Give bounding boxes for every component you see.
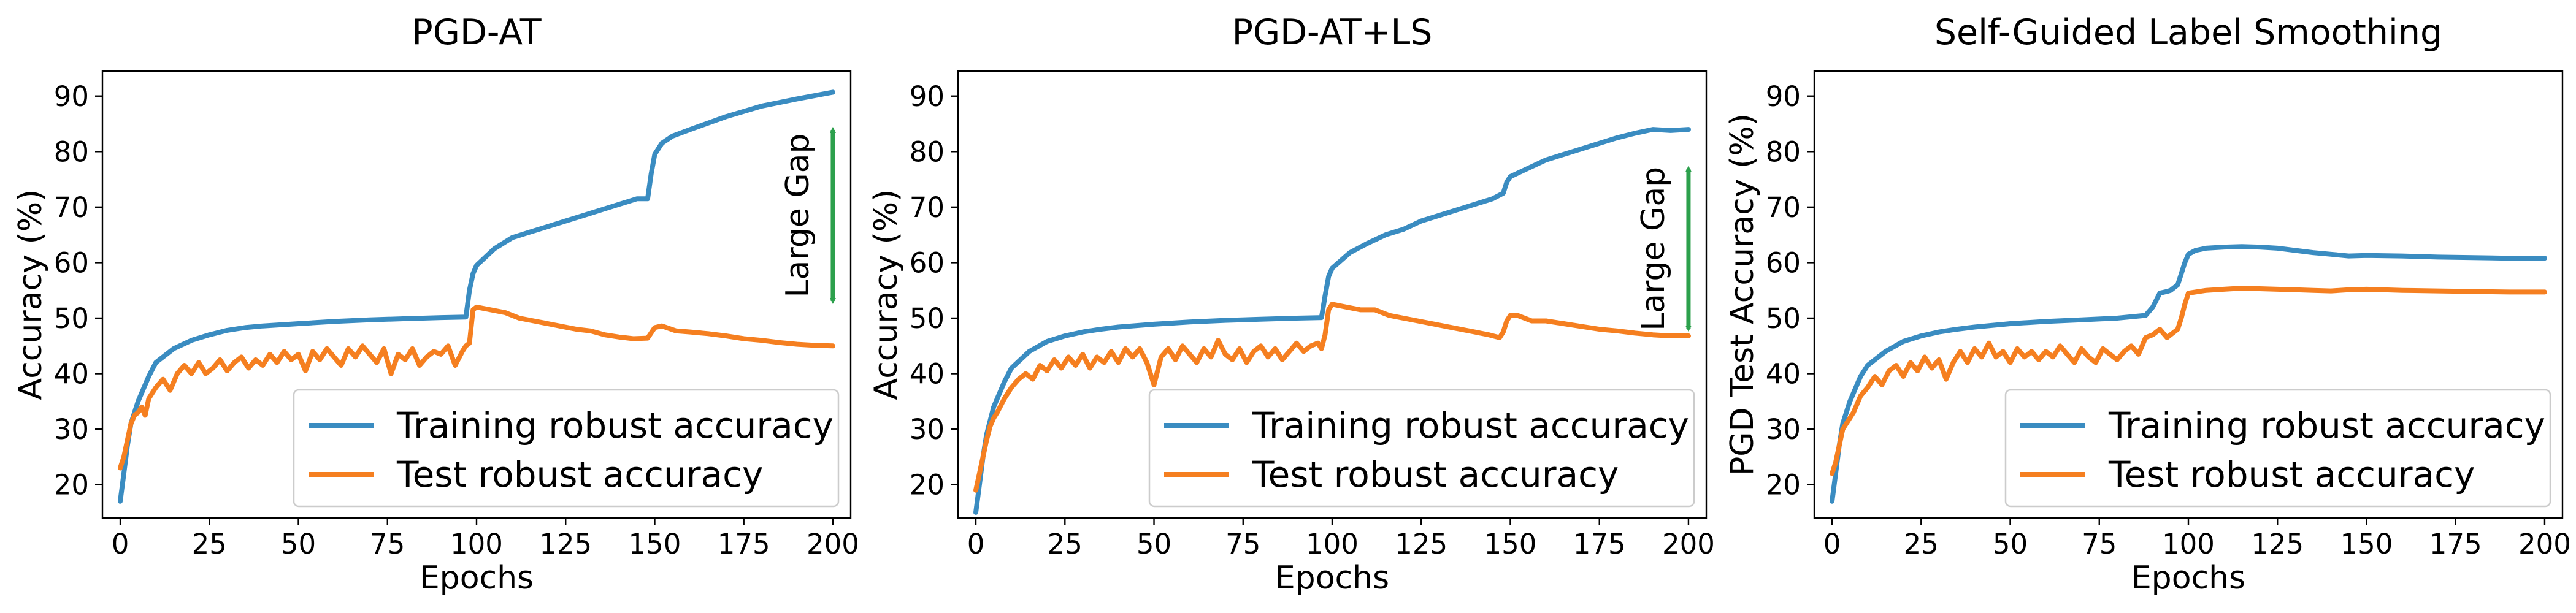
legend: Training robust accuracy Test robust accu… <box>1148 389 1695 508</box>
x-tick-label: 100 <box>450 528 503 560</box>
series-line-training <box>1830 244 2547 504</box>
series-line-test <box>1830 286 2547 476</box>
y-tick-label: 60 <box>54 246 89 279</box>
chart-title: Self-Guided Label Smoothing <box>1934 12 2442 53</box>
y-tick-label: 40 <box>910 358 945 390</box>
x-tick-label: 0 <box>112 528 129 560</box>
x-tick-label: 200 <box>807 528 859 560</box>
legend-entry: Training robust accuracy <box>396 405 834 446</box>
y-tick-label: 70 <box>54 191 89 224</box>
y-axis-label: Accuracy (%) <box>12 189 49 400</box>
x-tick-label: 175 <box>718 528 770 560</box>
x-axis-label: Epochs <box>1275 560 1389 596</box>
x-tick-label: 175 <box>1573 528 1626 560</box>
x-tick-label: 150 <box>1484 528 1537 560</box>
legend-box <box>293 389 840 508</box>
legend-entry: Training robust accuracy <box>2108 405 2545 446</box>
chart-panel-2: PGD-AT+LS 0 25 50 75 100 125 150 175 200 20 30 40 50 6… <box>868 12 1715 596</box>
y-tick-label: 80 <box>1766 135 1801 168</box>
y-tick-label: 60 <box>910 246 945 279</box>
x-tick-label: 50 <box>281 528 316 560</box>
x-tick-label: 25 <box>1904 528 1939 560</box>
x-tick-label: 75 <box>370 528 405 560</box>
y-tick-label: 30 <box>910 413 945 446</box>
x-tick-label: 0 <box>1823 528 1841 560</box>
gap-annotation-label: Large Gap <box>1635 167 1672 331</box>
y-tick-label: 20 <box>1766 469 1801 501</box>
x-tick-label: 50 <box>1137 528 1171 560</box>
legend-box <box>1148 389 1695 508</box>
gap-annotation-label: Large Gap <box>780 133 816 297</box>
chart-title: PGD-AT+LS <box>1232 12 1433 53</box>
x-tick-label: 100 <box>1306 528 1359 560</box>
x-tick-label: 75 <box>2082 528 2117 560</box>
y-tick-label: 50 <box>54 302 89 335</box>
y-tick-label: 40 <box>54 358 89 390</box>
y-tick-label: 50 <box>910 302 945 335</box>
legend-entry: Test robust accuracy <box>1252 454 1619 495</box>
x-tick-label: 150 <box>629 528 681 560</box>
x-axis-label: Epochs <box>420 560 534 596</box>
legend-entry: Test robust accuracy <box>2108 454 2475 495</box>
y-tick-label: 90 <box>54 80 89 113</box>
legend-entry: Test robust accuracy <box>396 454 763 495</box>
x-tick-label: 0 <box>967 528 985 560</box>
y-tick-label: 60 <box>1766 246 1801 279</box>
x-tick-label: 125 <box>2251 528 2304 560</box>
series-line-training <box>118 89 835 504</box>
y-tick-label: 90 <box>1766 80 1801 113</box>
series-line-test <box>118 304 835 471</box>
y-tick-label: 30 <box>54 413 89 446</box>
series-line-training <box>973 127 1691 515</box>
y-tick-label: 30 <box>1766 413 1801 446</box>
x-tick-label: 50 <box>1993 528 2028 560</box>
y-tick-label: 70 <box>910 191 945 224</box>
x-tick-label: 175 <box>2429 528 2482 560</box>
y-tick-label: 50 <box>1766 302 1801 335</box>
y-tick-label: 20 <box>910 469 945 501</box>
x-tick-label: 25 <box>192 528 227 560</box>
x-tick-label: 125 <box>1395 528 1447 560</box>
legend: Training robust accuracy Test robust accu… <box>293 389 840 508</box>
chart-title: PGD-AT <box>412 12 541 53</box>
chart-panel-3: Self-Guided Label Smoothing 0 25 50 75 100 125… <box>1724 12 2571 596</box>
y-axis-label: Accuracy (%) <box>868 189 905 400</box>
y-tick-label: 90 <box>910 80 945 113</box>
series-line-test <box>973 302 1691 493</box>
x-tick-label: 25 <box>1048 528 1083 560</box>
y-tick-label: 80 <box>54 135 89 168</box>
chart-panel-1: PGD-AT 0 25 50 75 100 125 150 175 200 20 30 40 50 60 70… <box>12 12 859 596</box>
x-tick-label: 150 <box>2340 528 2393 560</box>
y-tick-label: 80 <box>910 135 945 168</box>
x-tick-label: 200 <box>2518 528 2571 560</box>
x-tick-label: 125 <box>539 528 592 560</box>
y-tick-label: 20 <box>54 469 89 501</box>
legend-entry: Training robust accuracy <box>1252 405 1689 446</box>
x-axis-label: Epochs <box>2131 560 2245 596</box>
y-axis-label: PGD Test Accuracy (%) <box>1724 113 1761 476</box>
legend-box <box>2004 389 2551 508</box>
x-tick-label: 100 <box>2162 528 2215 560</box>
x-tick-label: 75 <box>1225 528 1260 560</box>
y-tick-label: 70 <box>1766 191 1801 224</box>
x-tick-label: 200 <box>1662 528 1715 560</box>
y-tick-label: 40 <box>1766 358 1801 390</box>
legend: Training robust accuracy Test robust accu… <box>2004 389 2551 508</box>
